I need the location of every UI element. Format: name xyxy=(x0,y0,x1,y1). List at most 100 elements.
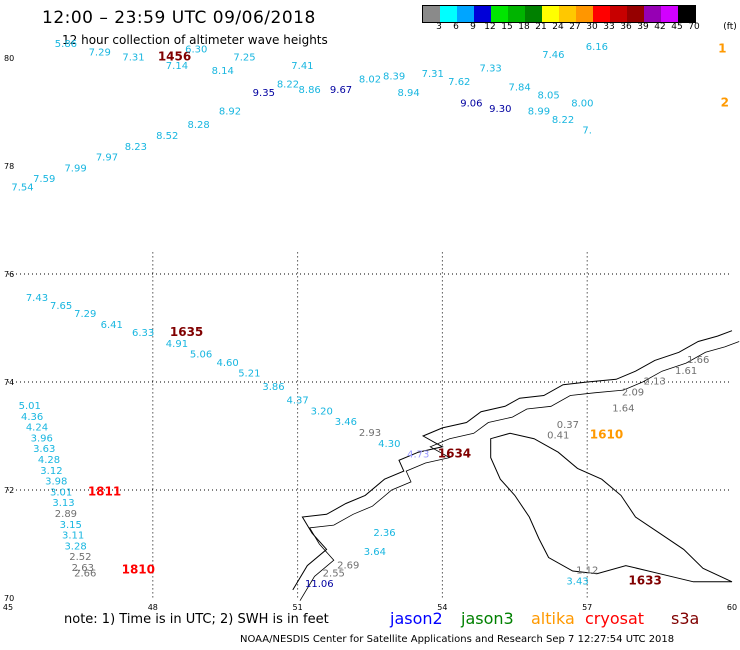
lon-label-60: 60 xyxy=(727,603,737,612)
wave-height-value: 4.36 xyxy=(21,412,43,423)
wave-height-value: 7.97 xyxy=(96,153,118,164)
legend-swatch-12 xyxy=(474,6,491,22)
wave-height-value: 1.64 xyxy=(612,404,634,415)
legend-swatch-18 xyxy=(508,6,525,22)
wave-height-value: 2.89 xyxy=(55,509,77,520)
legend-label-30: 30 xyxy=(586,22,598,32)
wave-height-value: 3.01 xyxy=(50,487,72,498)
wave-height-value: 3.15 xyxy=(60,520,82,531)
wave-height-value: 8.92 xyxy=(219,107,241,118)
map-subtitle: 12 hour collection of altimeter wave hei… xyxy=(62,33,328,47)
coastline-south xyxy=(490,432,733,583)
lat-label-70: 70 xyxy=(4,594,14,603)
wave-height-value: 8.02 xyxy=(359,74,381,85)
wave-height-value: 4.28 xyxy=(38,455,60,466)
wave-height-value: 8.00 xyxy=(571,99,593,110)
lon-label-48: 48 xyxy=(148,603,158,612)
coastline-inner xyxy=(299,341,740,601)
wave-height-value: 9.35 xyxy=(253,88,275,99)
wave-height-value: 9.06 xyxy=(460,99,482,110)
legend-swatch-9 xyxy=(457,6,474,22)
wave-height-value: 3.20 xyxy=(311,406,333,417)
wave-height-value: 7.29 xyxy=(89,47,111,58)
legend-swatch-70 xyxy=(678,6,695,22)
legend-swatch-45 xyxy=(661,6,678,22)
footnote: note: 1) Time is in UTC; 2) SWH is in fe… xyxy=(64,612,329,627)
wave-height-value: 6.41 xyxy=(101,320,123,331)
satellite-altika: altika xyxy=(531,609,575,628)
legend-label-27: 27 xyxy=(569,22,581,32)
legend-label-3: 3 xyxy=(436,22,442,32)
wave-height-value: 8.22 xyxy=(552,115,574,126)
legend-swatch-36 xyxy=(610,6,627,22)
legend-swatch-3 xyxy=(423,6,440,22)
wave-height-value: 0.41 xyxy=(547,431,569,442)
time-label: 2 xyxy=(721,96,729,110)
wave-height-value: 7.99 xyxy=(64,163,86,174)
legend-label-45: 45 xyxy=(671,22,683,32)
wave-height-value: 3.11 xyxy=(62,531,84,542)
wave-height-value: 3.28 xyxy=(64,541,86,552)
lon-label-51: 51 xyxy=(293,603,303,612)
legend-swatch-24 xyxy=(542,6,559,22)
wave-height-value: 6.16 xyxy=(586,42,608,53)
legend-labels: 3 6 9 12 15 18 21 24 27 30 33 36 39 42 45 70 (ft) xyxy=(420,22,740,34)
wave-height-value: 8.22 xyxy=(277,80,299,91)
wave-height-value: 7.31 xyxy=(122,53,144,64)
wave-height-value: 8.52 xyxy=(156,131,178,142)
wave-height-value: 5.86 xyxy=(55,39,77,50)
time-label: 1610 xyxy=(590,428,623,442)
satellite-cryosat: cryosat xyxy=(585,609,645,628)
wave-height-value: 5.21 xyxy=(238,369,260,380)
satellite-s3a: s3a xyxy=(671,609,700,628)
legend-label-21: 21 xyxy=(535,22,547,32)
legend-swatch-15 xyxy=(491,6,508,22)
legend-swatch-27 xyxy=(559,6,576,22)
wave-height-value: 4.60 xyxy=(216,358,238,369)
wave-height-value: 0.37 xyxy=(557,420,579,431)
wave-height-value: 7.25 xyxy=(233,53,255,64)
legend-unit: (ft) xyxy=(723,22,737,32)
legend-label-24: 24 xyxy=(552,22,564,32)
wave-height-value: 1.61 xyxy=(675,366,697,377)
wave-height-value: 2.93 xyxy=(359,428,381,439)
wave-height-value: 5.01 xyxy=(19,401,41,412)
coastline-north xyxy=(292,330,733,591)
time-label: 1811 xyxy=(88,484,121,498)
wave-height-value: 7.62 xyxy=(448,77,470,88)
wave-height-value: 2.36 xyxy=(373,528,395,539)
wave-height-value: 8.23 xyxy=(125,142,147,153)
wave-height-value: 3.43 xyxy=(566,577,588,588)
legend-swatch-6 xyxy=(440,6,457,22)
wave-height-value: 3.98 xyxy=(45,477,67,488)
wave-height-value: 3.64 xyxy=(364,547,386,558)
lon-label-57: 57 xyxy=(582,603,592,612)
wave-height-value: 4.30 xyxy=(378,439,400,450)
wave-height-value: 7.31 xyxy=(422,69,444,80)
wave-height-value: 8.14 xyxy=(212,66,234,77)
wave-height-value: 9.67 xyxy=(330,85,352,96)
time-label: 1456 xyxy=(158,50,191,64)
lat-label-80: 80 xyxy=(4,54,14,63)
wave-height-value: 7.29 xyxy=(74,309,96,320)
wave-height-value: 7.41 xyxy=(291,61,313,72)
wave-height-value: 7.43 xyxy=(26,293,48,304)
legend-label-39: 39 xyxy=(637,22,649,32)
wave-height-value: 5.06 xyxy=(190,350,212,361)
wave-height-value: 4.24 xyxy=(26,423,48,434)
legend-swatch-33 xyxy=(593,6,610,22)
time-label: 1633 xyxy=(628,574,661,588)
wave-height-value: 2.66 xyxy=(74,568,96,579)
lon-label-45: 45 xyxy=(3,603,13,612)
wave-height-value: 2.09 xyxy=(622,388,644,399)
legend-label-15: 15 xyxy=(501,22,513,32)
wave-height-value: 7.65 xyxy=(50,301,72,312)
wave-height-value: 6.33 xyxy=(132,328,154,339)
wave-height-value: 3.46 xyxy=(335,417,357,428)
wave-height-value: 8.39 xyxy=(383,72,405,83)
wave-height-value: 7. xyxy=(582,126,592,137)
wave-height-value: 2.55 xyxy=(323,568,345,579)
legend-label-36: 36 xyxy=(620,22,632,32)
time-label: 1 xyxy=(718,42,726,56)
